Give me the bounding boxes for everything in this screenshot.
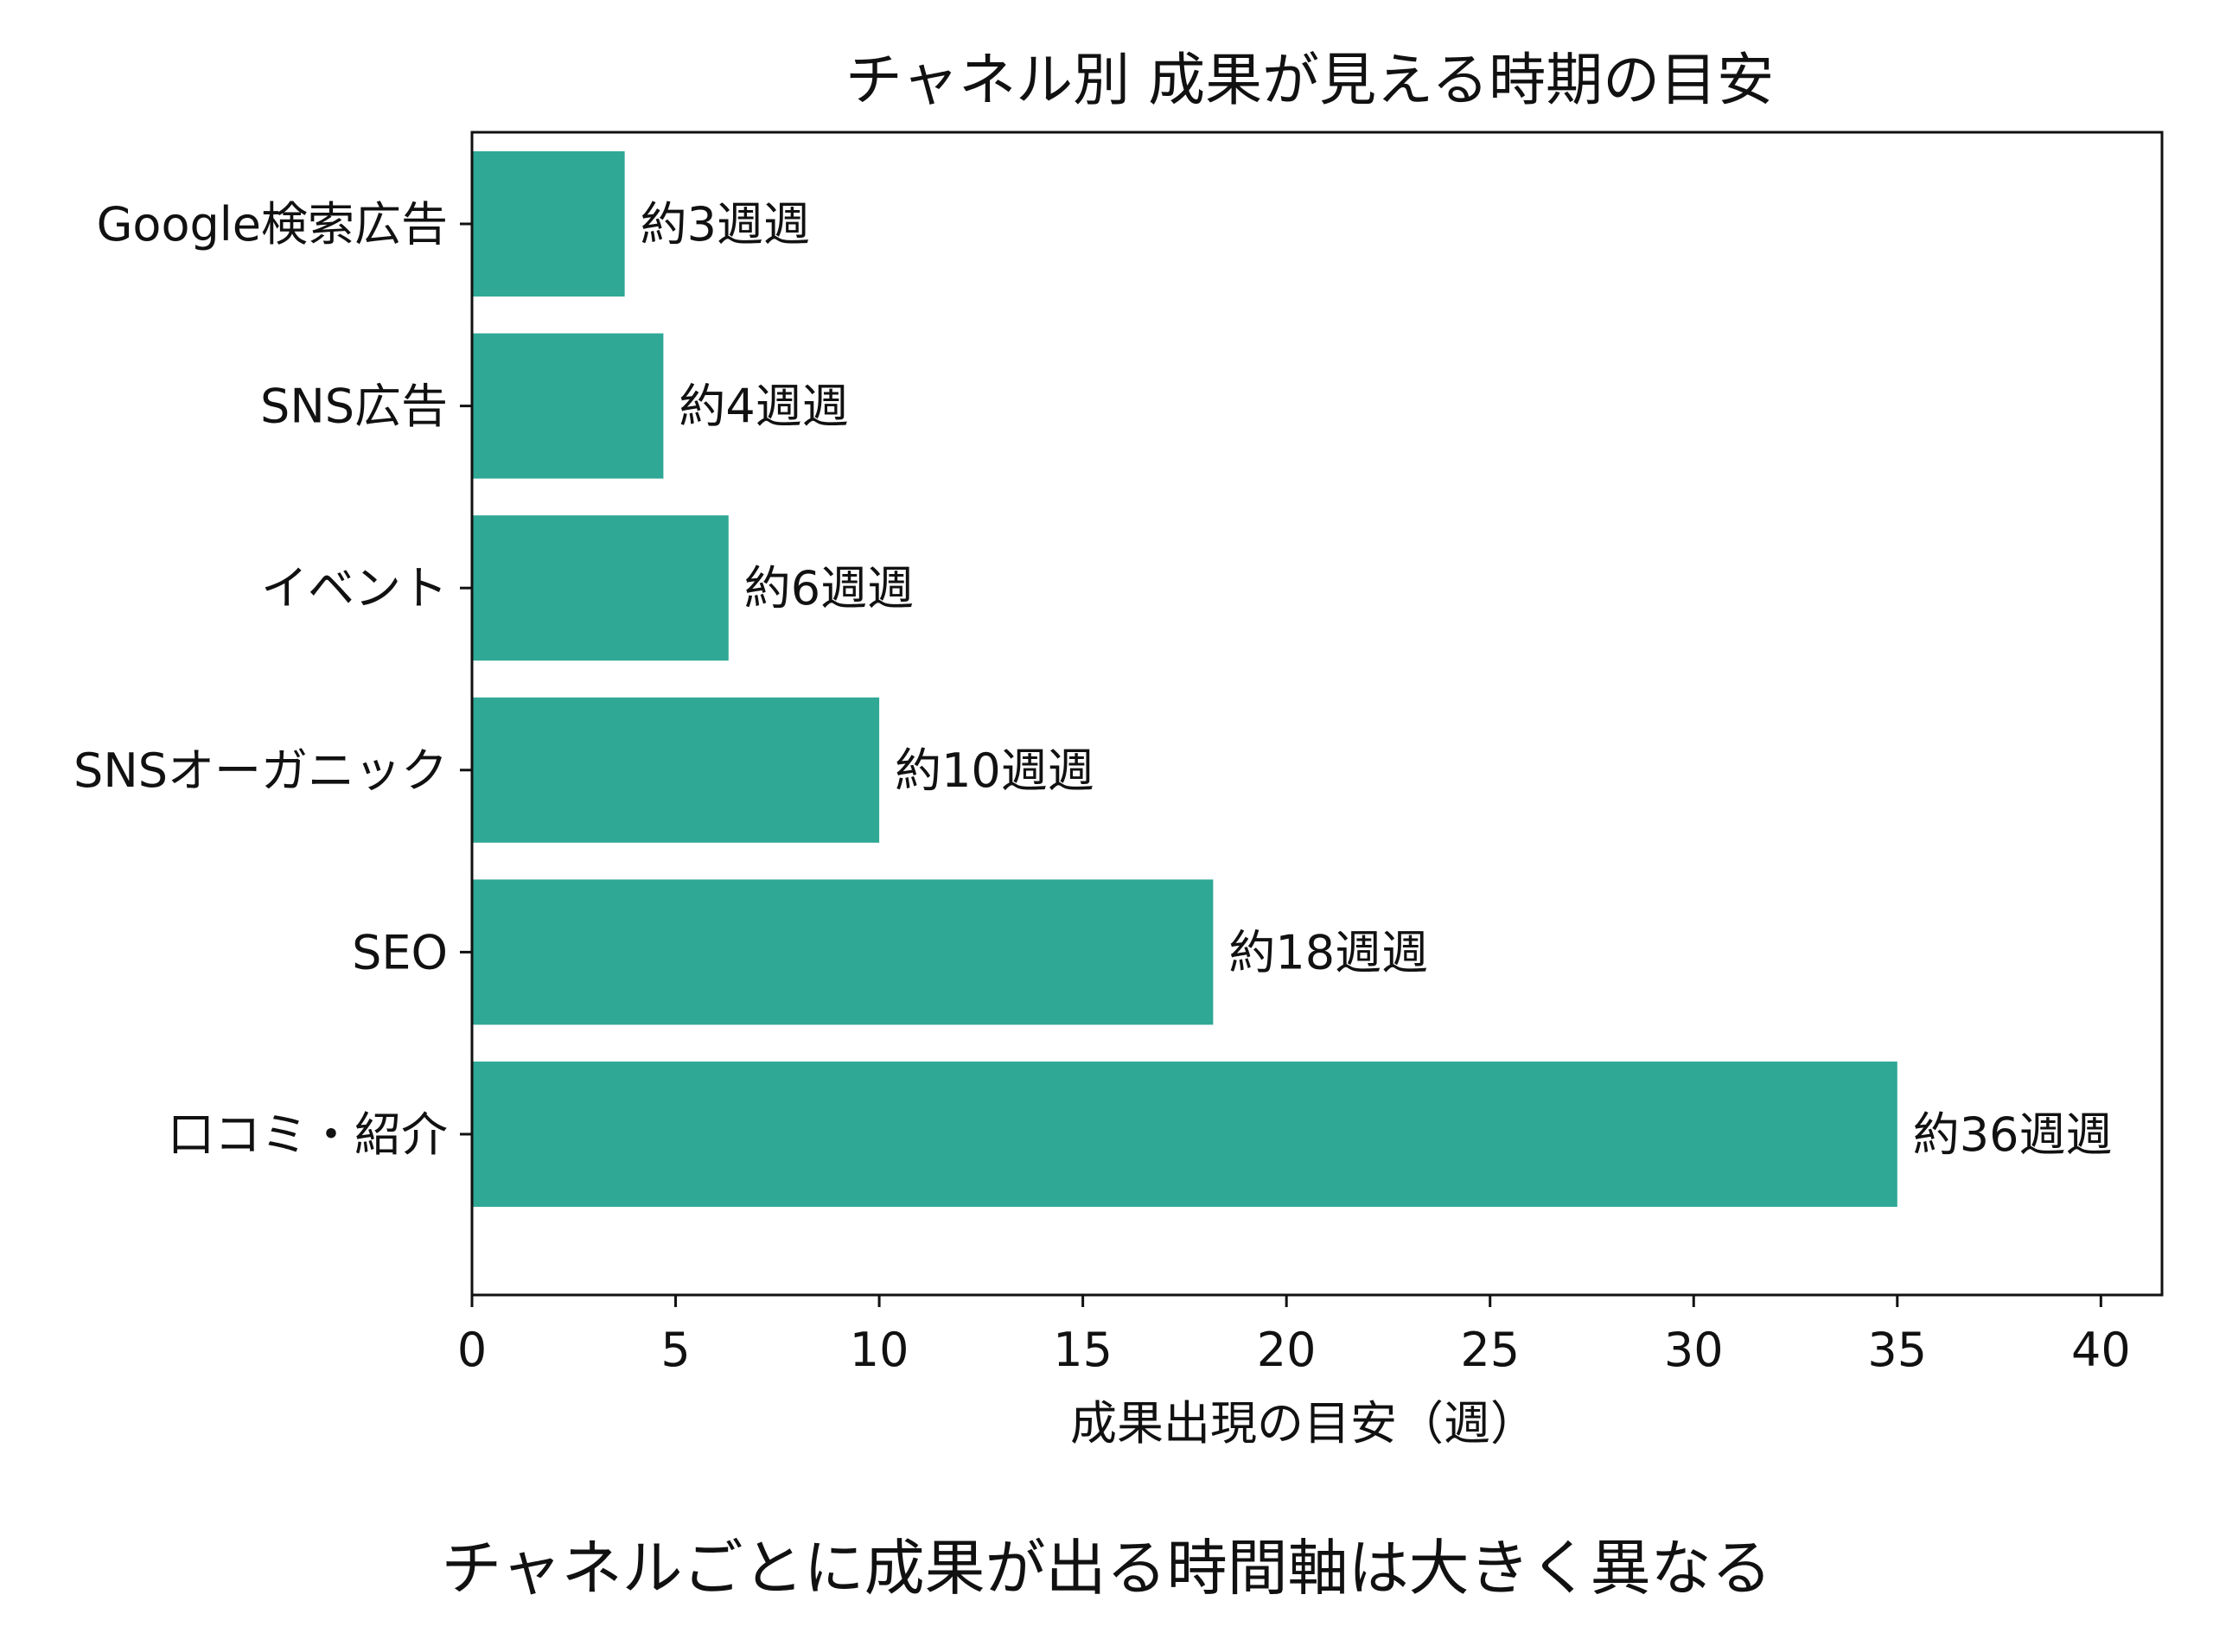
bar xyxy=(472,1062,1897,1207)
category-label: SNSオーガニック xyxy=(73,743,448,798)
bar xyxy=(472,333,664,479)
category-label: SNS広告 xyxy=(260,380,448,434)
x-tick-label: 30 xyxy=(1664,1323,1724,1377)
x-tick-label: 35 xyxy=(1867,1323,1927,1377)
bar-data-label: 約18週週 xyxy=(1228,925,1428,979)
bar-data-label: 約36週週 xyxy=(1913,1107,2113,1162)
x-tick-label: 40 xyxy=(2071,1323,2131,1377)
bar xyxy=(472,697,880,843)
x-axis-label: 成果出現の目安（週） xyxy=(1070,1396,1537,1451)
x-tick-label: 10 xyxy=(850,1323,909,1377)
bar xyxy=(472,515,729,661)
category-label: 口コミ・紹介 xyxy=(168,1107,448,1162)
plot-frame xyxy=(470,131,2164,1297)
chart-caption: チャネルごとに成果が出る時間軸は大きく異なる xyxy=(441,1533,1771,1604)
bar xyxy=(472,879,1214,1025)
x-axis: 0 5 10 15 20 25 30 35 40 xyxy=(457,1295,2131,1377)
bar-data-label: 約4週週 xyxy=(679,380,848,434)
category-label: Google検索広告 xyxy=(97,197,448,252)
bar-data-label: 約6週週 xyxy=(744,561,914,616)
x-tick-label: 15 xyxy=(1053,1323,1113,1377)
category-label: イベント xyxy=(261,561,448,616)
category-label: SEO xyxy=(352,925,448,979)
x-tick-label: 0 xyxy=(457,1323,487,1377)
x-tick-label: 25 xyxy=(1460,1323,1520,1377)
x-tick-label: 5 xyxy=(660,1323,690,1377)
x-tick-label: 20 xyxy=(1257,1323,1317,1377)
chart-title: チャネル別 成果が見える時期の目安 xyxy=(845,47,1774,113)
bar xyxy=(472,151,625,297)
bar-data-label: 約3週週 xyxy=(641,197,810,252)
bar-data-label: 約10週週 xyxy=(895,743,1094,798)
